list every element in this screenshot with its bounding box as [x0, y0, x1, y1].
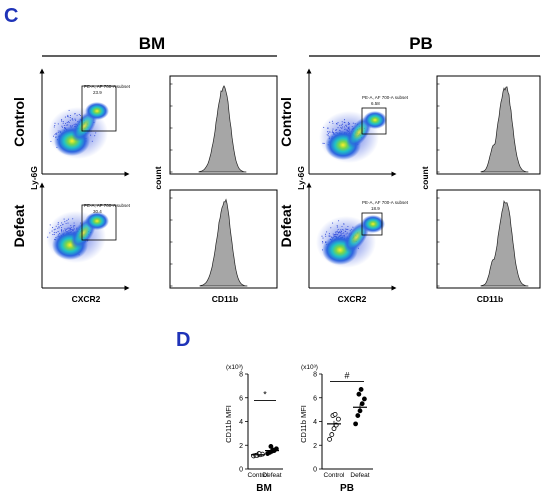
row-label-bm-defeat: Defeat	[11, 204, 27, 247]
density-cluster-high	[85, 212, 109, 230]
dot-plot-bm-control	[39, 68, 130, 177]
density-bridge	[343, 221, 370, 253]
dot-y-label-bm: Ly-6G	[29, 166, 39, 190]
hist-x-label-pb: CD11b	[477, 294, 503, 304]
y-tick-label: 0	[239, 467, 243, 474]
dot-y-label-pb: Ly-6G	[296, 166, 306, 190]
data-point	[358, 387, 364, 392]
gate-name-bm-defeat: PE-A, AF 700-A subset	[84, 203, 131, 208]
histogram-bm-control	[169, 75, 278, 175]
x-category-label: Control	[324, 472, 346, 479]
gate-name-bm-control: PE-A, AF 700-A subset	[84, 84, 131, 89]
density-cluster-high	[363, 111, 387, 129]
gate-value-pb-defeat: 18.9	[371, 206, 380, 211]
gate-box	[361, 107, 387, 135]
chart-bm-scale-label: (x10³)	[226, 364, 243, 371]
dot-x-label-bm: CXCR2	[72, 294, 101, 304]
chart-pb-ylabel: CD11b MFI	[299, 405, 308, 443]
gate-box	[81, 204, 117, 241]
row-label-pb-defeat: Defeat	[278, 204, 294, 247]
data-point	[361, 396, 367, 402]
data-point	[332, 411, 338, 417]
density-cluster-high	[361, 215, 385, 233]
y-tick-label: 2	[313, 443, 317, 450]
chart-pb-scale-label: (x10³)	[301, 364, 318, 371]
data-point	[327, 436, 333, 442]
flow-cytometry-plots	[39, 68, 541, 291]
row-label-pb-control: Control	[278, 97, 294, 147]
panel-d-label: D	[176, 329, 190, 351]
histogram-curve	[480, 86, 529, 173]
panel-c-label: C	[4, 5, 18, 27]
group-title-bm: BM	[139, 34, 165, 53]
data-point	[268, 444, 274, 449]
gate-value-bm-defeat: 30.4	[93, 209, 102, 214]
histogram-pb-control	[436, 75, 541, 175]
gate-value-bm-control: 23.9	[93, 90, 102, 95]
dot-plot-bm-defeat	[39, 182, 130, 291]
y-tick-label: 8	[239, 372, 243, 379]
data-point	[335, 416, 341, 422]
y-tick-label: 8	[313, 372, 317, 379]
density-cluster-high	[85, 102, 109, 120]
y-tick-label: 6	[239, 395, 243, 402]
gate-box	[81, 85, 117, 132]
x-category-label: Defeat	[350, 472, 369, 479]
x-category-label: Control	[248, 472, 270, 479]
y-tick-label: 6	[313, 395, 317, 402]
hist-y-label-bm: count	[153, 166, 163, 189]
significance-marker: *	[263, 390, 267, 400]
hist-x-label-bm: CD11b	[212, 294, 238, 304]
row-label-bm-control: Control	[11, 97, 27, 147]
y-tick-label: 2	[239, 443, 243, 450]
data-point	[353, 421, 359, 427]
group-title-pb: PB	[409, 34, 433, 53]
histogram-curve	[480, 199, 529, 287]
histogram-frame	[436, 189, 541, 289]
gate-box	[361, 212, 383, 236]
chart-bm-title: BM	[256, 483, 272, 494]
chart-bm-ylabel: CD11b MFI	[224, 405, 233, 443]
y-tick-label: 0	[313, 467, 317, 474]
data-point	[329, 432, 335, 437]
histogram-curve	[198, 85, 247, 173]
dot-plot-pb-control	[306, 68, 397, 177]
dot-x-label-pb: CXCR2	[338, 294, 367, 304]
y-tick-label: 4	[239, 419, 243, 426]
significance-marker: #	[344, 370, 349, 380]
chart-pb-title: PB	[340, 483, 354, 494]
dot-plot-pb-defeat	[306, 182, 397, 291]
data-point	[355, 413, 361, 418]
data-point	[359, 401, 365, 407]
histogram-frame	[436, 75, 541, 175]
gate-name-pb-control: PE-A, AF 700-A subset	[362, 95, 409, 100]
hist-y-label-pb: count	[420, 166, 430, 189]
gate-name-pb-defeat: PE-A, AF 700-A subset	[362, 200, 409, 205]
x-category-label: Defeat	[262, 472, 281, 479]
gate-value-pb-control: 6.58	[371, 101, 380, 106]
chart-pb: (x10³) CD11b MFI PB 0 2 4 6 8 Control Defeat #	[299, 364, 373, 494]
data-point	[356, 391, 362, 397]
histogram-curve	[199, 198, 248, 287]
histogram-bm-defeat	[169, 189, 278, 289]
y-tick-label: 4	[313, 419, 317, 426]
histogram-pb-defeat	[436, 189, 541, 289]
